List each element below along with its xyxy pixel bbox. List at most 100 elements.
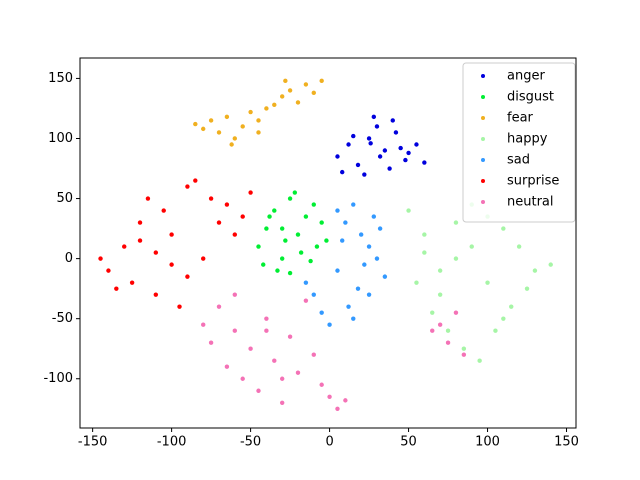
scatter-point [371,214,377,219]
scatter-point [216,220,222,225]
scatter-point [275,268,280,273]
scatter-point [279,226,285,231]
legend-marker [481,116,485,120]
scatter-point [548,262,553,267]
scatter-point [208,196,214,201]
scatter-point [287,88,293,93]
scatter-point [319,220,324,225]
scatter-point [311,202,316,207]
scatter-point [279,376,285,381]
scatter-point [398,145,403,151]
scatter-point [248,190,253,195]
scatter-point [461,346,467,351]
x-tick-label: 50 [400,435,417,450]
scatter-point [377,154,383,159]
scatter-point [406,150,411,156]
scatter-point [387,166,392,171]
scatter-point [430,328,435,333]
scatter-point [532,268,538,273]
scatter-point [351,202,356,207]
scatter-point [308,258,313,264]
scatter-point [303,82,309,87]
scatter-point [453,310,459,315]
scatter-point [366,136,372,141]
scatter-point [414,280,419,285]
scatter-point [169,232,174,237]
scatter-point [366,244,372,249]
scatter-point [272,358,277,363]
scatter-point [319,382,324,387]
scatter-point [193,178,198,183]
scatter-point [340,169,345,175]
scatter-point [177,304,182,309]
legend-label: anger [507,69,545,84]
scatter-point [137,238,143,243]
scatter-point [153,292,159,297]
scatter-point [264,328,269,333]
axes-frame [79,57,577,429]
y-tick-label: 150 [48,71,73,86]
scatter-point [368,141,373,146]
scatter-point [362,172,367,177]
scatter-point [355,286,361,291]
scatter-point [287,334,293,339]
scatter-point [371,114,377,120]
scatter-point [319,78,324,84]
scatter-point [445,328,451,333]
scatter-point [216,304,222,309]
scatter-point [232,136,238,141]
scatter-point [229,142,234,147]
scatter-point [327,322,332,327]
scatter-point [240,376,245,381]
scatter-point [377,226,383,231]
scatter-point [493,328,498,333]
scatter-point [272,102,277,108]
scatter-point [292,190,298,195]
scatter-point [279,256,285,261]
scatter-point [303,214,309,219]
scatter-point [232,328,238,333]
x-tick-label: -100 [157,435,187,450]
scatter-point [393,130,399,135]
legend-frame [462,62,576,223]
scatter-point [216,130,222,135]
scatter-point [283,78,288,84]
scatter-point [343,220,348,225]
scatter-point [264,316,269,321]
scatter-point [355,162,361,168]
scatter-point [406,208,411,213]
scatter-point [240,214,245,219]
legend-label: fear [507,111,534,126]
scatter-point [445,340,451,345]
scatter-point [382,148,388,153]
legend-label: neutral [507,195,554,210]
scatter-point [98,256,103,261]
scatter-point [169,262,174,267]
plot-points [98,78,553,411]
scatter-point [366,292,372,297]
scatter-point [287,270,293,276]
scatter-point [430,310,435,315]
scatter-point [287,196,293,201]
scatter-point [106,268,111,273]
scatter-point [501,226,506,231]
scatter-point [161,208,166,213]
scatter-point [509,304,514,309]
scatter-point [193,121,198,127]
scatter-point [516,244,522,249]
x-tick-label: 150 [554,435,579,450]
scatter-point [224,202,230,207]
scatter-point [311,292,316,297]
scatter-point [279,400,285,405]
scatter-point [122,244,127,249]
scatter-point [437,322,443,327]
scatter-point [469,244,474,249]
legend-label: sad [507,153,530,168]
scatter-point [335,268,340,273]
scatter-point [137,220,143,225]
scatter-point [422,250,427,255]
legend-marker [481,200,485,204]
legend-marker [481,137,485,141]
legend-label: disgust [507,90,554,105]
scatter-point [248,346,253,351]
